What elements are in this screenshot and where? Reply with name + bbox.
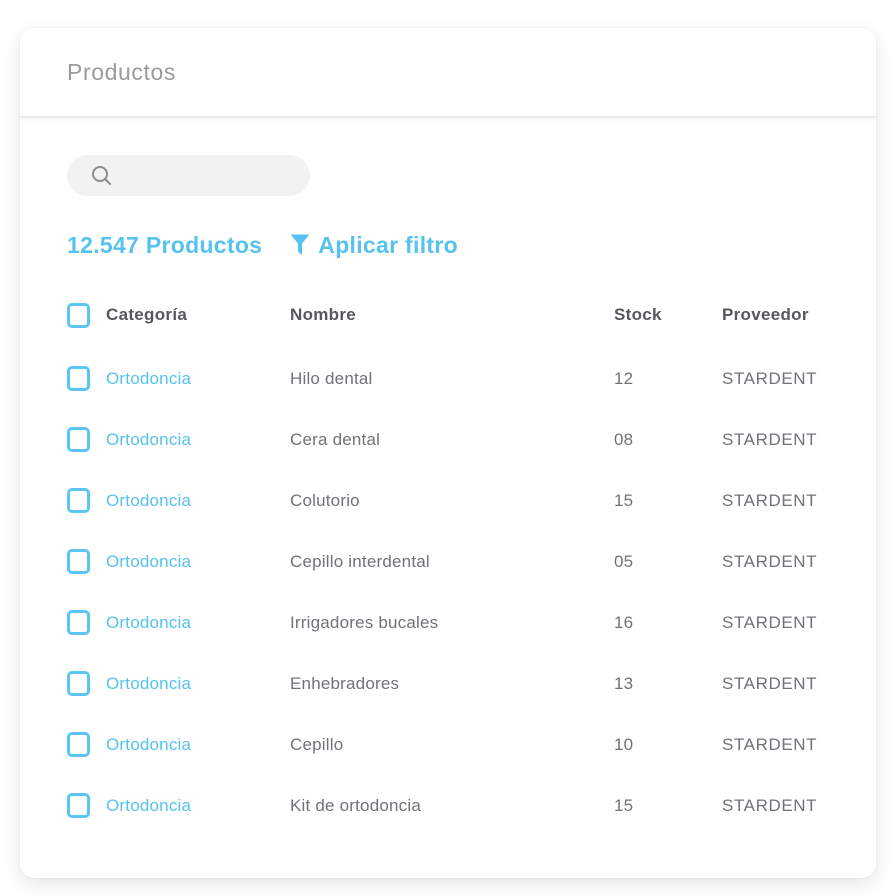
cell-name: Cera dental [290,429,381,449]
cell-provider: STARDENT [722,734,818,754]
cell-name: Hilo dental [290,368,373,388]
cell-category[interactable]: Ortodoncia [106,551,192,571]
cell-category[interactable]: Ortodoncia [106,734,192,754]
cell-provider: STARDENT [722,795,818,815]
header-name: Nombre [290,305,357,324]
table-row: Ortodoncia Hilo dental 12 STARDENT [67,348,829,409]
cell-stock: 08 [614,429,634,449]
cell-name: Colutorio [290,490,360,510]
cell-name: Kit de ortodoncia [290,795,421,815]
cell-category[interactable]: Ortodoncia [106,368,192,388]
cell-category[interactable]: Ortodoncia [106,612,192,632]
select-all-checkbox[interactable] [67,302,90,328]
cell-name: Cepillo interdental [290,551,430,571]
search-icon [92,166,111,185]
page-title: Productos [67,58,176,85]
table-row: Ortodoncia Cepillo 10 STARDENT [67,714,829,775]
table-row: Ortodoncia Irrigadores bucales 16 STARDE… [67,592,829,653]
cell-stock: 12 [614,368,634,388]
row-checkbox[interactable] [67,732,90,757]
header-stock: Stock [614,305,662,324]
cell-category[interactable]: Ortodoncia [106,673,192,693]
toolbar: 12.547 Productos Aplicar filtro [67,228,829,262]
apply-filter-label: Aplicar filtro [318,231,458,258]
table-header-row: Categoría Nombre Stock Proveedor [67,282,829,348]
card-body: 12.547 Productos Aplicar filtro Categorí… [20,118,876,878]
header-provider: Proveedor [722,305,809,324]
table-row: Ortodoncia Colutorio 15 STARDENT [67,470,829,531]
cell-stock: 05 [614,551,634,571]
row-checkbox[interactable] [67,549,90,574]
table-row: Ortodoncia Enhebradores 13 STARDENT [67,653,829,714]
table-row: Ortodoncia Cera dental 08 STARDENT [67,409,829,470]
row-checkbox[interactable] [67,427,90,452]
table-row: Ortodoncia Cepillo interdental 05 STARDE… [67,531,829,592]
products-table: Categoría Nombre Stock Proveedor Ortodon… [67,282,829,836]
search-box[interactable] [67,155,310,196]
cell-provider: STARDENT [722,490,818,510]
cell-provider: STARDENT [722,368,818,388]
row-checkbox[interactable] [67,610,90,635]
cell-provider: STARDENT [722,551,818,571]
cell-category[interactable]: Ortodoncia [106,490,192,510]
cell-stock: 16 [614,612,634,632]
cell-stock: 15 [614,795,634,815]
row-checkbox[interactable] [67,488,90,513]
row-checkbox[interactable] [67,793,90,818]
cell-stock: 13 [614,673,634,693]
cell-stock: 10 [614,734,634,754]
row-checkbox[interactable] [67,671,90,696]
cell-category[interactable]: Ortodoncia [106,795,192,815]
row-checkbox[interactable] [67,366,90,391]
cell-provider: STARDENT [722,673,818,693]
products-card: Productos 12.547 Productos Aplicar filtr… [20,28,876,878]
cell-name: Irrigadores bucales [290,612,439,632]
funnel-icon [290,234,310,255]
header-category: Categoría [106,305,188,324]
cell-name: Enhebradores [290,673,400,693]
table-row: Ortodoncia Kit de ortodoncia 15 STARDENT [67,775,829,836]
cell-name: Cepillo [290,734,344,754]
cell-provider: STARDENT [722,429,818,449]
apply-filter-button[interactable]: Aplicar filtro [290,232,458,259]
product-count: 12.547 Productos [67,231,263,258]
cell-provider: STARDENT [722,612,818,632]
card-header: Productos [20,28,876,118]
cell-stock: 15 [614,490,634,510]
search-input[interactable] [122,165,294,186]
cell-category[interactable]: Ortodoncia [106,429,192,449]
